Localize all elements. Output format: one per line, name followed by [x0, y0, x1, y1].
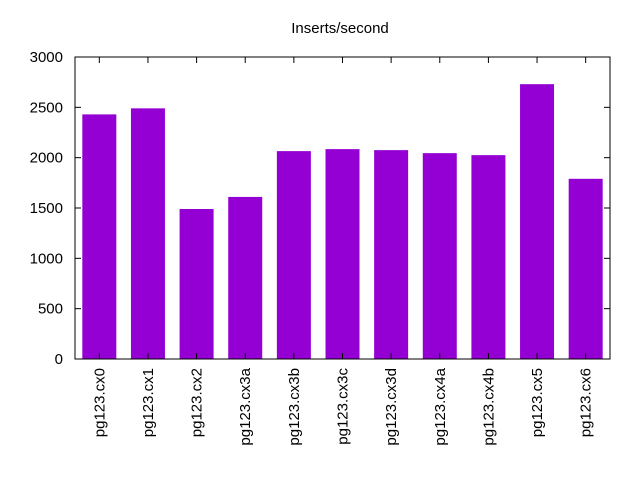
x-tick-label-pg123.cx1: pg123.cx1: [140, 368, 157, 437]
x-tick-label-pg123.cx4a: pg123.cx4a: [432, 367, 449, 445]
y-tick-label-0: 0: [55, 351, 63, 368]
x-tick-label-pg123.cx3b: pg123.cx3b: [286, 368, 303, 446]
y-axis: 0 500 1000 1500 2000 2500 3000: [30, 49, 610, 368]
bar-pg123.cx4a: [422, 153, 457, 359]
x-tick-label-pg123.cx5: pg123.cx5: [529, 368, 546, 437]
x-tick-label-pg123.cx3a: pg123.cx3a: [237, 367, 254, 445]
y-tick-label-1000: 1000: [30, 250, 63, 267]
chart-title: Inserts/second: [291, 20, 389, 37]
bar-pg123.cx2: [179, 209, 214, 359]
x-tick-label-pg123.cx2: pg123.cx2: [189, 368, 206, 437]
y-tick-label-2000: 2000: [30, 150, 63, 167]
x-tick-label-pg123.cx3d: pg123.cx3d: [383, 368, 400, 446]
bar-pg123.cx0: [82, 114, 117, 359]
bar-pg123.cx3d: [374, 150, 409, 359]
plot-border: [74, 56, 611, 360]
y-tick-label-3000: 3000: [30, 49, 63, 66]
bars-group: [82, 84, 603, 360]
x-tick-label-pg123.cx3c: pg123.cx3c: [335, 368, 352, 445]
bar-pg123.cx1: [130, 108, 165, 359]
bar-pg123.cx6: [568, 178, 603, 359]
x-tick-label-pg123.cx6: pg123.cx6: [578, 368, 595, 437]
bar-pg123.cx4b: [471, 155, 506, 359]
x-axis: pg123.cx0 pg123.cx1 pg123.cx2 pg123.cx3a pg1…: [91, 57, 595, 446]
bar-pg123.cx5: [520, 84, 555, 360]
x-tick-label-pg123.cx0: pg123.cx0: [91, 368, 108, 437]
bar-pg123.cx3c: [325, 149, 360, 359]
bar-pg123.cx3a: [228, 196, 263, 359]
y-tick-label-500: 500: [38, 301, 63, 318]
x-tick-label-pg123.cx4b: pg123.cx4b: [480, 368, 497, 446]
bar-pg123.cx3b: [276, 151, 311, 359]
y-tick-label-1500: 1500: [30, 200, 63, 217]
y-tick-label-2500: 2500: [30, 99, 63, 116]
